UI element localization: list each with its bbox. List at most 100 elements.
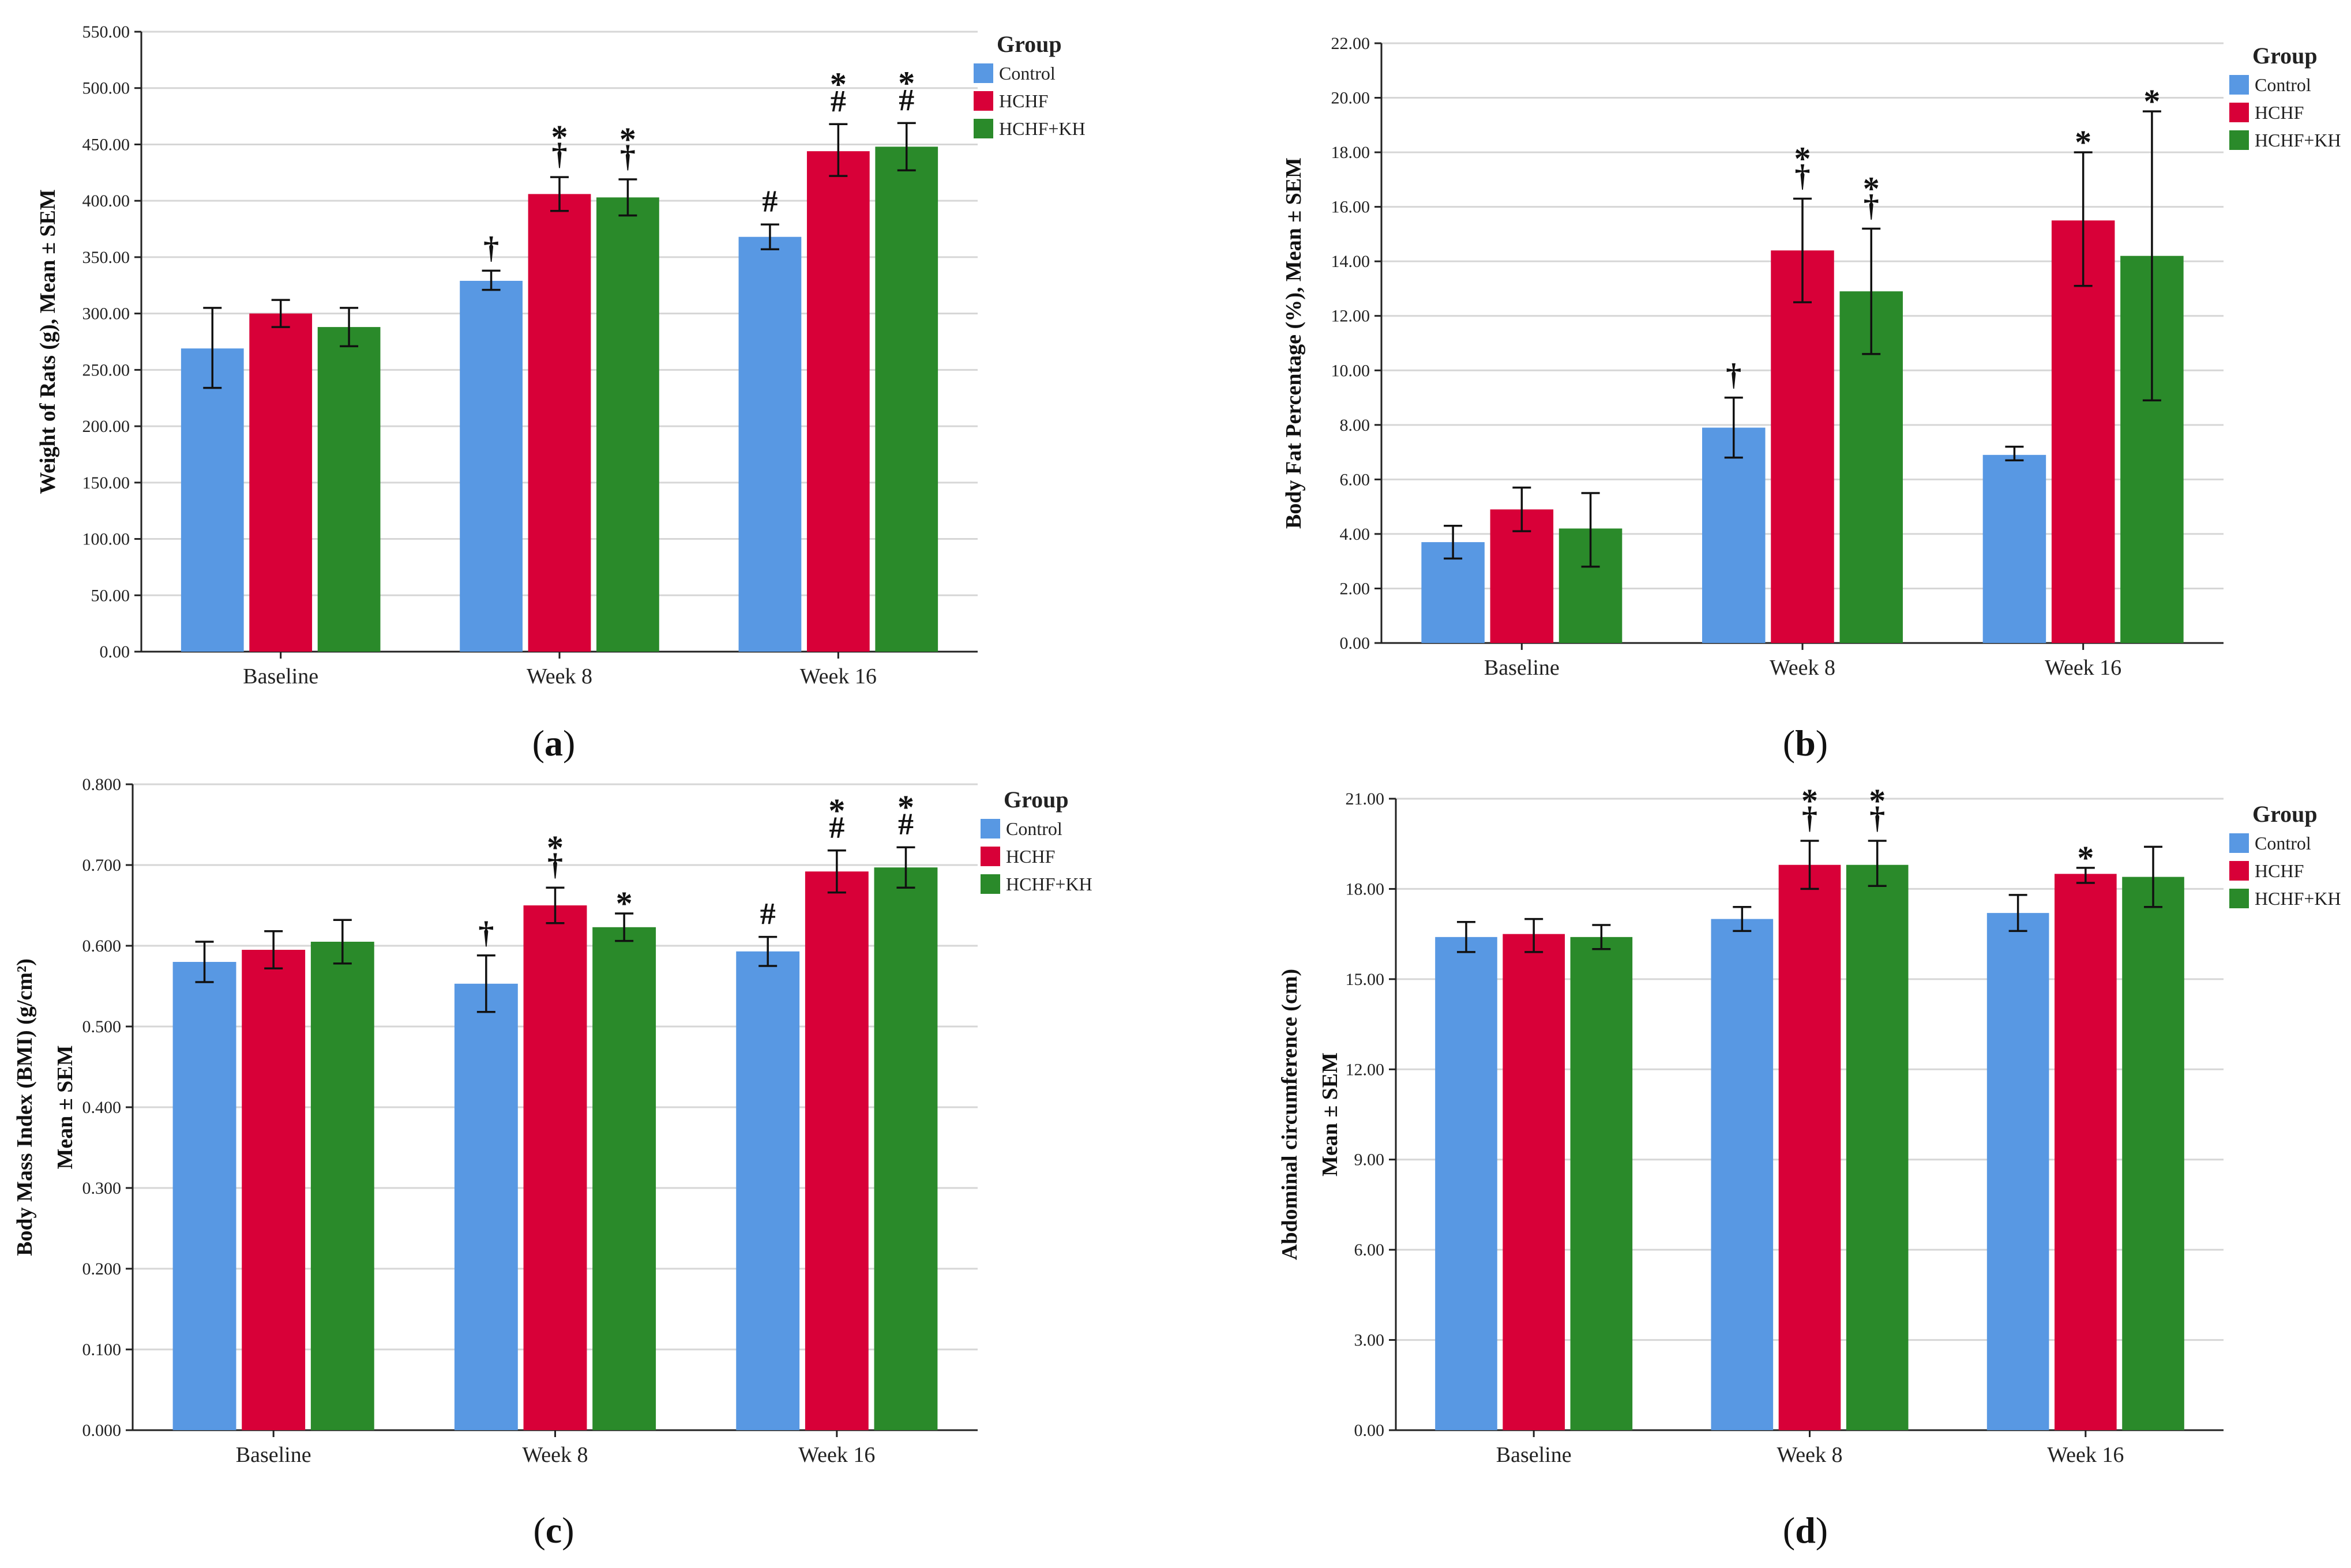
legend-title: Group	[1004, 787, 1069, 813]
y-tick-label: 3.00	[1354, 1331, 1385, 1350]
legend-title: Group	[997, 31, 1062, 57]
bar-hchf-kh	[310, 942, 374, 1430]
legend-swatch	[974, 119, 993, 138]
legend-swatch	[974, 91, 993, 111]
legend-swatch	[2229, 889, 2249, 908]
y-tick-label: 0.00	[100, 642, 130, 661]
y-tick-label: 250.00	[82, 360, 130, 379]
legend-entry: HCHF+KH	[1006, 874, 1092, 894]
significance-marker: #	[899, 82, 914, 117]
bar-control	[736, 951, 800, 1430]
bar-control	[172, 962, 236, 1430]
y-tick-label: 150.00	[82, 473, 130, 492]
bar-hchf	[2051, 220, 2115, 644]
panel-caption: (c)	[533, 1510, 574, 1551]
y-axis-label-2: Mean ± SEM	[53, 1045, 77, 1169]
y-axis-label: Weight of Rats (g), Mean ± SEM	[36, 189, 60, 494]
significance-marker: *	[616, 885, 633, 922]
legend-swatch	[2229, 130, 2249, 150]
significance-marker: #	[760, 897, 776, 931]
panel-caption: (d)	[1783, 1510, 1828, 1551]
bar-hchf-kh	[592, 927, 656, 1430]
y-tick-label: 0.300	[82, 1179, 122, 1198]
x-tick-label: Week 16	[2047, 1443, 2124, 1467]
bar-hchf-kh	[2122, 877, 2184, 1430]
significance-marker: *	[619, 121, 636, 158]
bar-control	[1435, 937, 1497, 1430]
significance-marker: #	[829, 810, 844, 845]
y-tick-label: 0.500	[82, 1017, 122, 1036]
y-tick-label: 0.400	[82, 1098, 122, 1117]
y-tick-label: 22.00	[1331, 34, 1370, 53]
legend-entry: Control	[999, 63, 1056, 84]
bar-hchf	[2055, 874, 2117, 1430]
legend-entry: HCHF	[2255, 860, 2304, 881]
bar-hchf	[242, 950, 306, 1430]
significance-marker: *	[547, 829, 564, 866]
x-tick-label: Baseline	[1484, 656, 1560, 680]
significance-marker: *	[2077, 839, 2094, 877]
significance-marker: *	[830, 65, 847, 103]
significance-marker: *	[898, 64, 915, 101]
significance-marker: †	[620, 139, 636, 174]
significance-marker: †	[483, 230, 499, 265]
legend-entry: HCHF	[2255, 102, 2304, 123]
significance-marker: †	[552, 137, 568, 171]
y-tick-label: 0.000	[82, 1421, 122, 1440]
y-tick-label: 200.00	[82, 417, 130, 436]
significance-marker: †	[1869, 800, 1885, 835]
legend: Group Control HCHF HCHF+KH	[981, 787, 1092, 894]
chart-panel-b: 0.00 2.00 4.00 6.00 8.00 10.00 12.00 14.00 16.00…	[1282, 34, 2341, 764]
chart-panel-d: 0.00 3.00 6.00 9.00 12.00 15.00 18.00 21.00 Base…	[1278, 782, 2341, 1551]
significance-marker: *	[551, 118, 568, 156]
significance-marker: *	[897, 788, 914, 826]
y-tick-label: 300.00	[82, 304, 130, 324]
legend-swatch	[2229, 833, 2249, 853]
y-tick-label: 10.00	[1331, 361, 1370, 380]
bar-hchf	[805, 871, 869, 1430]
bar-hchf	[1503, 934, 1565, 1430]
y-tick-label: 0.800	[82, 775, 122, 794]
x-tick-label: Week 16	[798, 1443, 875, 1467]
y-tick-label: 50.00	[91, 586, 130, 605]
y-tick-label: 18.00	[1331, 143, 1370, 162]
panel-caption: (b)	[1783, 723, 1828, 764]
bar-control	[460, 280, 523, 652]
legend: Group Control HCHF HCHF+KH	[2229, 801, 2341, 909]
bar-hchf-kh	[1570, 937, 1633, 1430]
y-tick-label: 16.00	[1331, 198, 1370, 217]
legend: Group Control HCHF HCHF+KH	[974, 31, 1086, 139]
bar-hchf	[1771, 250, 1834, 644]
legend-entry: HCHF+KH	[2255, 130, 2341, 151]
significance-marker: #	[898, 807, 914, 841]
legend-swatch	[981, 874, 1000, 894]
legend-swatch	[2229, 103, 2249, 122]
y-tick-label: 6.00	[1340, 470, 1370, 489]
y-axis-label: Abdominal circumference (cm)	[1278, 969, 1302, 1260]
bar-hchf	[249, 313, 313, 652]
y-tick-label: 12.00	[1331, 307, 1370, 326]
y-tick-label: 8.00	[1340, 416, 1370, 435]
legend-entry: Control	[2255, 833, 2311, 853]
significance-marker: *	[1794, 140, 1811, 177]
y-tick-label: 20.00	[1331, 89, 1370, 108]
y-tick-label: 18.00	[1346, 879, 1385, 898]
y-tick-label: 0.200	[82, 1259, 122, 1279]
legend-title: Group	[2252, 801, 2318, 827]
y-axis-label: Body Mass Index (BMI) (g/cm²)	[13, 958, 37, 1256]
legend-entry: Control	[2255, 74, 2311, 95]
y-tick-label: 0.00	[1340, 634, 1370, 653]
y-tick-label: 550.00	[82, 22, 130, 42]
significance-marker: *	[1863, 170, 1880, 207]
bar-hchf-kh	[874, 867, 938, 1430]
legend-swatch	[981, 819, 1000, 838]
legend-entry: HCHF+KH	[999, 118, 1086, 139]
x-tick-label: Baseline	[1496, 1443, 1572, 1467]
significance-marker: #	[831, 84, 846, 118]
legend-swatch	[2229, 75, 2249, 95]
x-tick-label: Week 8	[527, 664, 592, 689]
significance-marker: *	[1869, 782, 1886, 819]
significance-marker: #	[762, 184, 778, 219]
significance-marker: *	[828, 792, 845, 829]
